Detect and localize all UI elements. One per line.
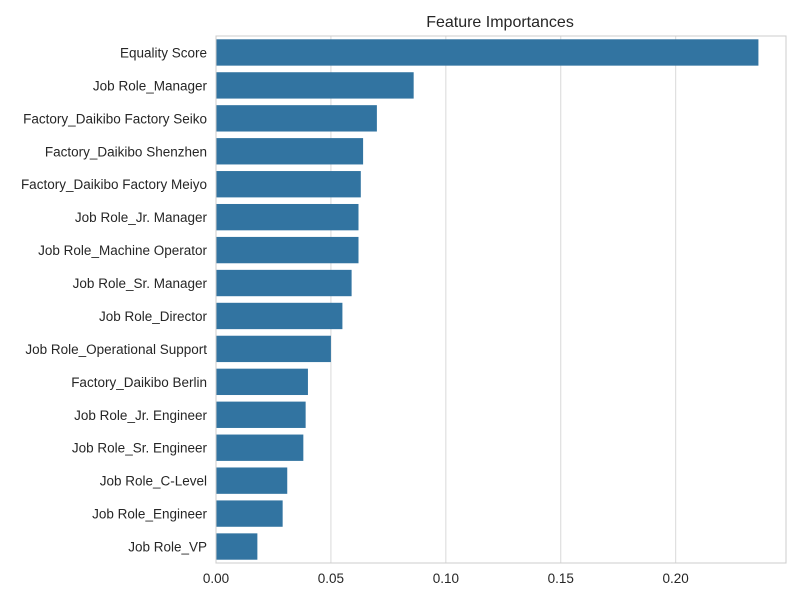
- bar: [216, 236, 359, 264]
- bar: [216, 39, 759, 66]
- category-label: Job Role_Engineer: [92, 507, 207, 522]
- x-tick-labels: 0.00 0.05 0.10 0.15 0.20: [203, 571, 689, 586]
- category-label: Job Role_C-Level: [100, 474, 207, 489]
- category-label: Job Role_Jr. Manager: [75, 210, 208, 225]
- bar: [216, 269, 352, 297]
- bar: [216, 302, 343, 330]
- category-label: Job Role_Machine Operator: [38, 243, 207, 258]
- bar: [216, 467, 288, 494]
- category-label: Job Role_Jr. Engineer: [74, 408, 207, 423]
- bars-layer: [216, 39, 759, 560]
- bar: [216, 171, 361, 198]
- category-label: Job Role_Director: [99, 309, 208, 324]
- bar: [216, 368, 308, 396]
- bar: [216, 500, 283, 527]
- bar: [216, 203, 359, 231]
- x-tick-label: 0.15: [548, 571, 574, 586]
- category-labels: Equality Score Job Role_Manager Factory_Da…: [21, 45, 208, 554]
- bar: [216, 335, 331, 363]
- bar: [216, 105, 377, 132]
- category-label: Factory_Daikibo Factory Seiko: [23, 111, 207, 126]
- category-label: Factory_Daikibo Shenzhen: [45, 144, 207, 159]
- category-label: Job Role_Sr. Engineer: [72, 441, 208, 456]
- chart-title: Feature Importances: [426, 14, 574, 31]
- category-label: Job Role_Operational Support: [25, 342, 207, 357]
- plot-frame: [215, 35, 787, 564]
- bar: [216, 138, 364, 165]
- category-label: Job Role_VP: [128, 540, 207, 555]
- bar: [216, 401, 306, 428]
- category-label: Factory_Daikibo Berlin: [71, 375, 207, 390]
- x-tick-label: 0.10: [433, 571, 459, 586]
- x-tick-label: 0.00: [203, 571, 229, 586]
- x-tick-label: 0.05: [318, 571, 344, 586]
- category-label: Job Role_Manager: [93, 78, 208, 93]
- category-label: Job Role_Sr. Manager: [73, 276, 208, 291]
- category-label: Equality Score: [120, 45, 207, 60]
- category-label: Factory_Daikibo Factory Meiyo: [21, 177, 207, 192]
- x-tick-label: 0.20: [663, 571, 689, 586]
- bar: [216, 72, 414, 99]
- bar: [216, 434, 304, 461]
- bar: [216, 533, 258, 560]
